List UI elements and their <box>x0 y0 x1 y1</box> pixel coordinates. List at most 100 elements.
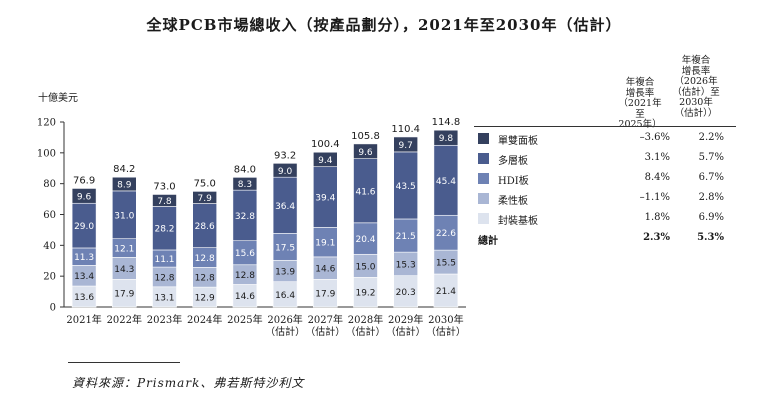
bar-segment <box>393 275 419 308</box>
bar-segment <box>393 136 419 153</box>
segment-value-label: 28.2 <box>154 225 174 235</box>
legend-top-rule <box>474 126 736 127</box>
header-line: （估計）） <box>674 107 718 119</box>
segment-value-label: 12.8 <box>235 271 255 281</box>
chart-title: 全球PCB市場總收入（按產品劃分），2021年至2030年（估計） <box>146 16 622 34</box>
bar-segment <box>433 129 459 146</box>
bar-segment <box>393 218 419 253</box>
legend-swatch <box>478 173 489 184</box>
segment-value-label: 20.4 <box>355 235 375 245</box>
y-axis-label: 十億美元 <box>38 91 78 104</box>
bar-segment <box>152 194 177 207</box>
segment-value-label: 15.3 <box>396 260 416 270</box>
bar-segment <box>71 188 97 204</box>
bar-segment <box>312 151 338 168</box>
bar-segment <box>71 202 97 249</box>
legend-row: 柔性板 –1.1% 2.8% <box>474 190 734 208</box>
legend-swatch <box>478 213 489 224</box>
segment-value-label: 28.6 <box>195 222 215 232</box>
total-value-label: 73.0 <box>153 181 175 192</box>
header-line: 年複合 <box>681 55 711 66</box>
segment-value-label: 9.6 <box>358 148 373 158</box>
y-tick-label: 20 <box>43 272 56 283</box>
segment-value-label: 29.0 <box>74 222 94 232</box>
total-value-label: 110.4 <box>391 124 420 135</box>
x-tick-label: （估計） <box>265 325 305 338</box>
cagr-2026-2030-value: 5.7% <box>698 152 724 163</box>
segment-value-label: 7.8 <box>157 197 172 207</box>
bar-segment <box>152 206 177 251</box>
total-value-label: 93.2 <box>274 150 296 161</box>
legend-row: 多層板 3.1% 5.7% <box>474 150 734 168</box>
bar-segment <box>192 191 217 204</box>
segment-value-label: 39.4 <box>315 194 335 204</box>
x-tick-label: 2025年 <box>227 313 262 326</box>
total-value-label: 76.9 <box>73 175 95 186</box>
bar-segment <box>433 273 459 308</box>
x-tick-label: 2026年 <box>267 313 302 326</box>
segment-value-label: 9.0 <box>278 167 293 177</box>
header-line: （估計）至 <box>672 86 720 98</box>
bar-segment <box>112 176 137 192</box>
total-cagr-2026-2030: 5.3% <box>697 232 724 243</box>
total-value-label: 84.2 <box>113 164 135 175</box>
legend-label: 多層板 <box>498 156 528 167</box>
x-tick-label: 2029年 <box>388 313 423 326</box>
segment-value-label: 12.1 <box>114 245 134 255</box>
segment-value-label: 15.6 <box>235 249 255 259</box>
cagr-2026-2030-header: 年複合 增長率 （2026年 （估計）至 2030年 （估計）） <box>672 55 720 119</box>
segment-value-label: 7.9 <box>198 194 213 204</box>
segment-value-label: 31.0 <box>114 211 134 221</box>
y-tick-label: 80 <box>43 179 56 190</box>
cagr-2021-2025-value: 8.4% <box>644 172 670 183</box>
total-value-label: 114.8 <box>432 117 461 128</box>
segment-value-label: 15.5 <box>436 259 456 269</box>
legend-swatch <box>478 193 489 204</box>
segment-value-label: 14.6 <box>235 292 255 302</box>
bar-segment <box>272 281 298 308</box>
segment-value-label: 17.5 <box>275 243 295 253</box>
cagr-2021-2025-value: –1.1% <box>639 192 670 203</box>
bar-segment <box>353 158 378 224</box>
segment-value-label: 43.5 <box>396 182 416 192</box>
x-tick-label: （估計） <box>386 325 426 338</box>
segment-value-label: 17.9 <box>315 290 335 300</box>
cagr-2021-2025-value: –3.6% <box>639 132 670 143</box>
total-value-label: 75.0 <box>194 178 216 189</box>
bar-segment <box>232 240 258 266</box>
cagr-2021-2025-value: 3.1% <box>644 152 670 163</box>
segment-value-label: 19.1 <box>315 239 335 249</box>
segment-value-label: 16.4 <box>275 291 295 301</box>
segment-value-label: 17.9 <box>114 290 134 300</box>
segment-value-label: 12.8 <box>195 274 215 284</box>
bar-segment <box>312 227 338 258</box>
segment-value-label: 13.1 <box>154 293 174 303</box>
segment-value-label: 8.9 <box>117 181 132 191</box>
segment-value-label: 11.1 <box>154 255 174 265</box>
segment-value-label: 13.4 <box>74 272 94 282</box>
bar-segment <box>433 144 459 216</box>
segment-value-label: 14.3 <box>114 265 134 275</box>
cagr-2021-2025-value: 1.8% <box>644 212 670 223</box>
header-line: 2025年） <box>618 119 662 130</box>
header-line: 增長率 <box>681 65 711 77</box>
header-line: （2026年 <box>674 76 718 87</box>
segment-value-label: 19.2 <box>355 289 375 299</box>
bar-segment <box>112 279 137 308</box>
bar-segment <box>353 277 378 308</box>
y-tick-label: 0 <box>50 303 56 314</box>
bar-segment <box>192 203 217 248</box>
x-tick-label: 2030年 <box>428 313 463 326</box>
y-tick-label: 120 <box>37 118 56 129</box>
x-tick-label: 2028年 <box>348 313 383 326</box>
legend-total-label: 總計 <box>478 236 498 247</box>
segment-value-label: 14.6 <box>315 265 335 275</box>
x-tick-label: （估計） <box>346 325 386 338</box>
bar-segment <box>112 190 137 240</box>
cagr-2021-2025-header: 年複合 增長率 （2021年至 2025年） <box>616 77 664 131</box>
legend-row: 單雙面板 –3.6% 2.2% <box>474 130 734 148</box>
x-tick-label: （估計） <box>305 325 345 338</box>
segment-value-label: 41.6 <box>355 187 375 197</box>
legend-total-row: 總計 2.3% 5.3% <box>474 230 734 248</box>
